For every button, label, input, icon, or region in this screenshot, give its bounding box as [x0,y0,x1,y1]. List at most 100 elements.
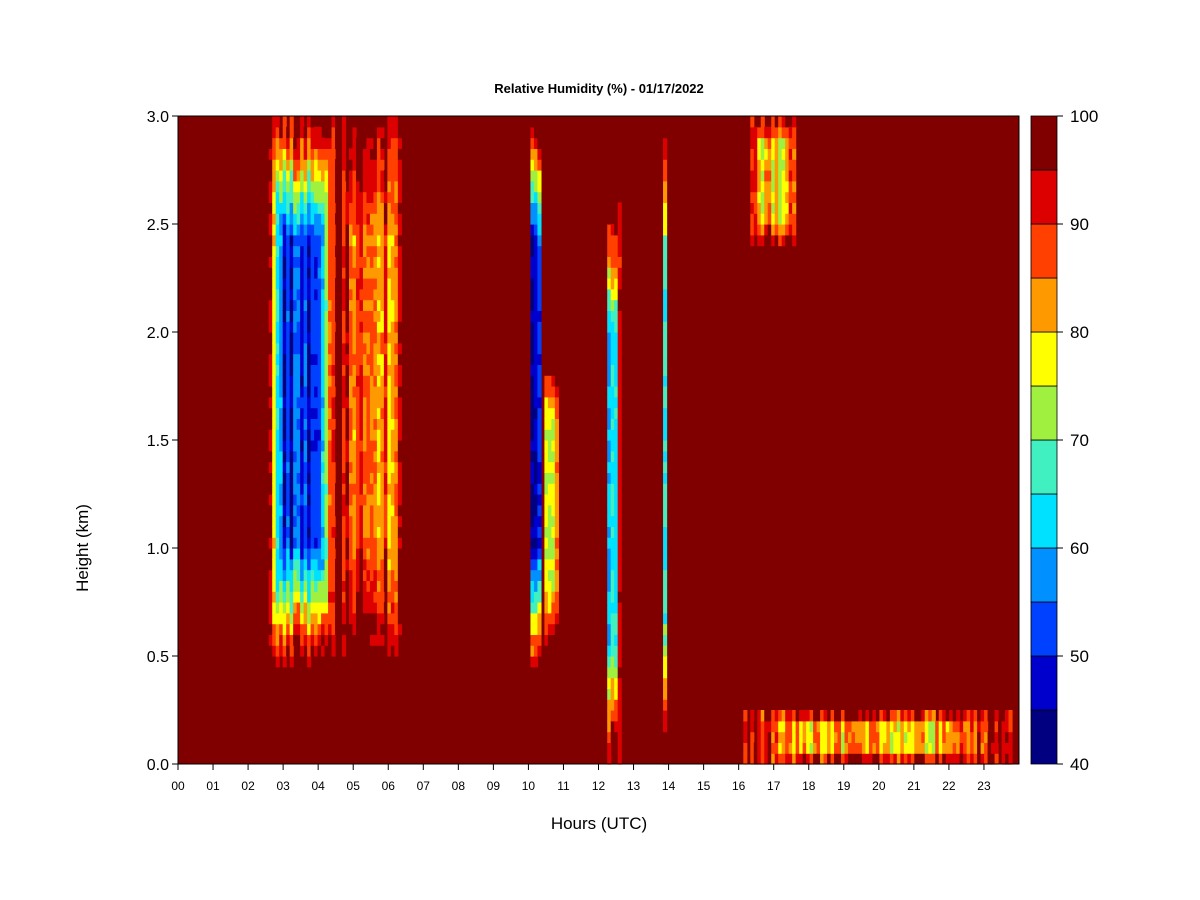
heatmap-cell [397,332,402,344]
heatmap-cell [289,310,294,322]
heatmap-cell [610,418,615,430]
heatmap-cell [296,278,301,290]
heatmap-cell [342,396,347,409]
heatmap-cell [335,170,340,182]
heatmap-cell [387,591,392,603]
heatmap-cell [331,558,336,571]
heatmap-cell [1008,731,1013,743]
heatmap-cell [380,440,385,452]
heatmap-cell [289,472,294,484]
heatmap-cell [289,645,294,657]
heatmap-cell [799,720,804,733]
heatmap-cell [970,753,975,765]
heatmap-cell [394,353,399,365]
heatmap-cell [551,526,556,538]
heatmap-cell [774,148,779,160]
heatmap-cell [314,234,319,247]
heatmap-cell [816,753,821,765]
heatmap-cell [272,656,277,668]
heatmap-cell [279,159,284,171]
heatmap-cell [394,364,399,376]
heatmap-cell [551,548,556,560]
heatmap-cell [307,494,312,506]
heatmap-cell [537,353,542,365]
heatmap-cell [390,548,395,560]
heatmap-cell [272,591,277,603]
heatmap-cell [355,202,361,214]
heatmap-cell [537,407,542,419]
heatmap-cell [614,558,619,571]
heatmap-cell [328,418,333,430]
heatmap-cell [610,710,615,722]
heatmap-cell [896,731,901,743]
heatmap-cell [317,386,322,398]
heatmap-cell [868,720,874,733]
heatmap-cell [544,602,549,614]
heatmap-cell [348,558,354,571]
heatmap-cell [286,180,291,193]
heatmap-cell [533,461,539,473]
heatmap-cell [991,753,996,765]
heatmap-cell [328,461,333,473]
heatmap-cell [317,494,322,506]
heatmap-cell [750,116,755,128]
heatmap-cell [307,299,312,311]
heatmap-cell [799,710,804,722]
heatmap-cell [764,720,769,733]
heatmap-cell [771,731,776,743]
heatmap-cell [355,548,361,560]
heatmap-cell [980,742,985,754]
heatmap-cell [279,569,284,581]
heatmap-cell [272,558,277,571]
heatmap-cell [359,440,364,452]
heatmap-cell [321,386,326,398]
colorbar-bin [1030,439,1058,495]
heatmap-cell [928,742,933,754]
heatmap-cell [282,526,287,538]
heatmap-cell [296,483,301,495]
heatmap-cell [345,526,350,538]
heatmap-cell [607,699,612,711]
heatmap-cell [314,591,319,603]
heatmap-cell [300,267,305,279]
heatmap-cell [352,191,357,203]
heatmap-cell [296,515,301,527]
heatmap-cell [530,623,535,635]
heatmap-cell [376,180,381,193]
heatmap-cell [331,461,336,473]
heatmap-cell [373,332,378,344]
heatmap-cell [324,634,329,646]
heatmap-cell [289,170,294,182]
heatmap-cell [335,364,340,376]
heatmap-cell [300,515,305,527]
heatmap-cell [314,407,319,419]
heatmap-cell [380,267,385,279]
heatmap-cell [328,623,333,635]
heatmap-cell [352,483,357,495]
heatmap-cell [314,310,319,322]
heatmap-cell [544,537,549,549]
heatmap-cell [286,504,291,517]
heatmap-cell [383,461,388,473]
heatmap-cell [998,720,1003,733]
heatmap-cell [331,213,336,225]
heatmap-cell [973,731,978,743]
heatmap-cell [387,515,392,527]
heatmap-cell [324,386,329,398]
heatmap-cell [355,170,361,182]
heatmap-cell [310,321,315,333]
heatmap-cell [268,483,273,495]
heatmap-cell [383,267,388,279]
heatmap-cell [310,342,315,355]
heatmap-cell [317,612,322,625]
heatmap-cell [321,288,326,301]
heatmap-cell [282,407,287,419]
heatmap-cell [788,159,793,171]
heatmap-cell [547,483,552,495]
heatmap-cell [362,256,368,268]
heatmap-cell [872,742,877,754]
heatmap-cell [376,213,381,225]
y-tick-label: 2.0 [147,325,169,342]
heatmap-cell [328,407,333,419]
heatmap-cell [289,558,294,571]
